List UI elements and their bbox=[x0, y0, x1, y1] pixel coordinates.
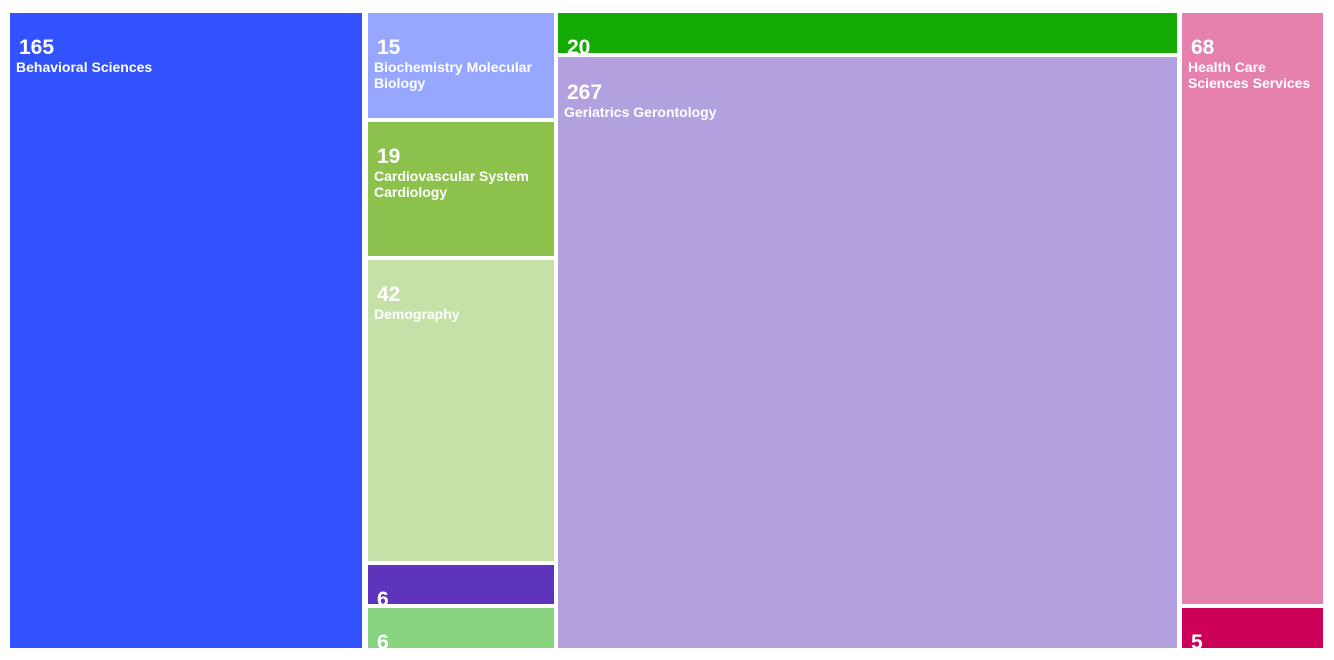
tile-value: 19 bbox=[377, 145, 401, 168]
tile-value: 6 bbox=[377, 588, 389, 604]
treemap-tile[interactable]: 5 bbox=[1182, 608, 1323, 648]
tile-label: Geriatrics Gerontology bbox=[564, 104, 717, 120]
tile-value: 42 bbox=[377, 283, 401, 306]
tile-label: Demography bbox=[374, 306, 460, 322]
tile-value: 68 bbox=[1191, 36, 1215, 59]
tile-label: Behavioral Sciences bbox=[16, 59, 153, 75]
tile-label: Health Care Sciences Services bbox=[1188, 59, 1311, 91]
treemap-tile[interactable]: 19 Cardiovascular System Cardiology bbox=[368, 122, 554, 256]
treemap-tile[interactable]: 15 Biochemistry Molecular Biology bbox=[368, 13, 554, 118]
treemap-tile[interactable]: 267 Geriatrics Gerontology bbox=[558, 57, 1177, 648]
treemap-tile[interactable]: 20 bbox=[558, 13, 1177, 53]
tile-value: 6 bbox=[377, 631, 389, 648]
tile-value: 165 bbox=[19, 36, 55, 59]
tile-value: 5 bbox=[1191, 631, 1203, 648]
treemap-tile[interactable]: 42 Demography bbox=[368, 260, 554, 561]
treemap-tile[interactable]: 6 bbox=[368, 565, 554, 604]
tile-label: Biochemistry Molecular Biology bbox=[374, 59, 532, 91]
treemap-tile[interactable]: 6 bbox=[368, 608, 554, 648]
tile-value: 20 bbox=[567, 36, 591, 53]
tile-value: 267 bbox=[567, 81, 603, 104]
treemap-tile[interactable]: 165 Behavioral Sciences bbox=[10, 13, 362, 648]
treemap-tile[interactable]: 68 Health Care Sciences Services bbox=[1182, 13, 1323, 604]
tile-value: 15 bbox=[377, 36, 401, 59]
tile-label: Cardiovascular System Cardiology bbox=[374, 168, 529, 200]
